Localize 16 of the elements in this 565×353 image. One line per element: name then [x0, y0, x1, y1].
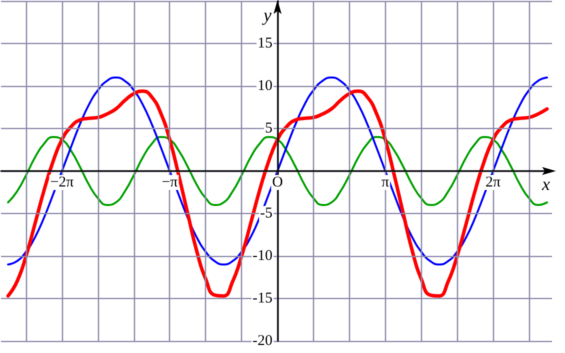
x-tick-label: π: [382, 174, 390, 190]
x-tick-label: 2π: [486, 174, 502, 190]
y-tick-label: -15: [252, 290, 273, 306]
y-tick-label: -10: [252, 248, 273, 264]
x-axis-title: x: [541, 174, 550, 194]
y-tick-label: -20: [252, 333, 273, 349]
y-axis-title: y: [262, 5, 272, 25]
x-tick-label: −2π: [50, 174, 74, 190]
y-tick-label: 10: [258, 78, 273, 94]
y-tick-label: -5: [260, 206, 273, 222]
y-tick-label: 5: [265, 120, 273, 136]
line-series: [7, 76, 548, 266]
line-series: [7, 136, 548, 206]
y-tick-label: 15: [258, 36, 273, 52]
x-tick-label: −π: [162, 174, 178, 190]
x-tick-label: O: [272, 174, 284, 190]
